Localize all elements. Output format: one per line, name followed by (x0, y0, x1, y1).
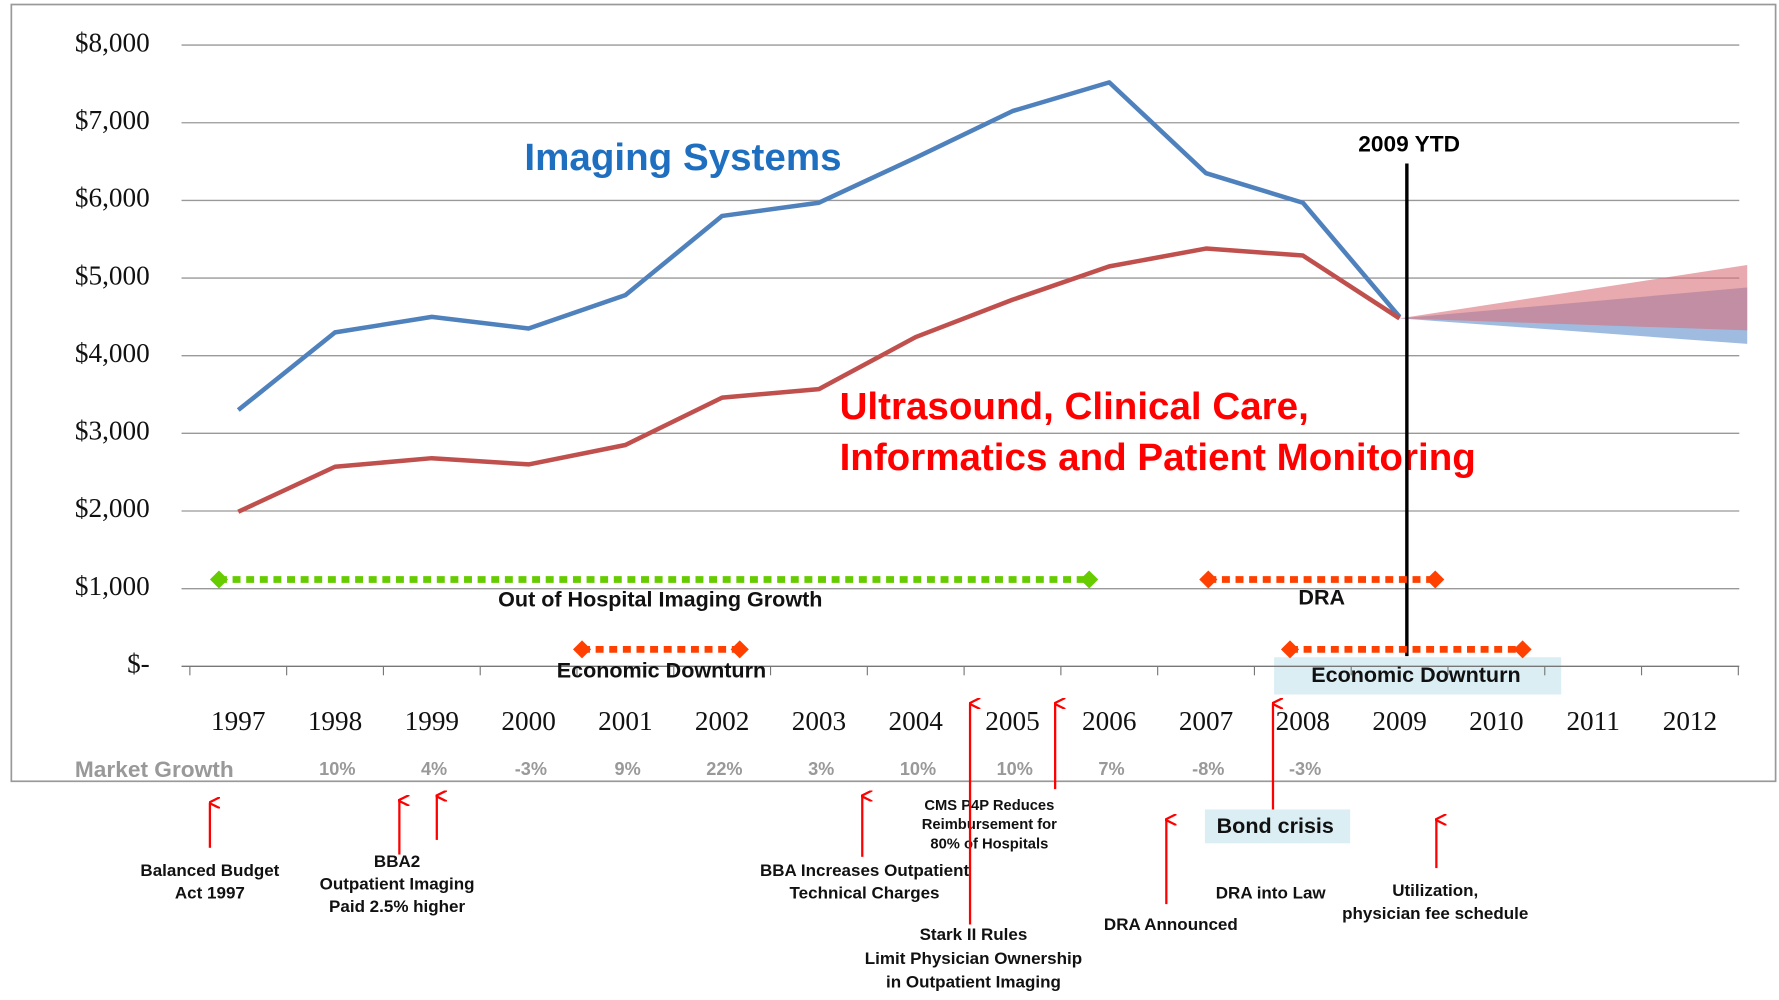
y-tick-label: $7,000 (75, 105, 150, 135)
x-tick-label: 2011 (1566, 706, 1619, 736)
y-tick-label: $5,000 (75, 260, 150, 290)
x-tick-label: 2007 (1179, 706, 1233, 736)
market-growth-value: -3% (1289, 759, 1321, 779)
x-tick-label: 2012 (1663, 706, 1717, 736)
annotation-text: in Outpatient Imaging (886, 973, 1061, 992)
y-tick-label: $6,000 (75, 183, 150, 213)
x-tick-label: 1997 (211, 706, 265, 736)
annotation-text: Technical Charges (790, 884, 940, 903)
forecast-fan-red (1399, 264, 1748, 331)
range-label: Economic Downturn (557, 659, 766, 683)
range-diamond (1426, 570, 1445, 589)
x-tick-label: 2000 (501, 706, 555, 736)
range-diamond (1280, 640, 1300, 659)
x-tick-label: 1998 (308, 706, 362, 736)
annotation-text: DRA Announced (1104, 915, 1238, 934)
range-label: DRA (1298, 585, 1345, 609)
annotation-text: Stark II Rules (920, 925, 1028, 944)
market-growth-value: 3% (808, 759, 834, 779)
x-tick-label: 2004 (888, 706, 943, 736)
series-line (236, 80, 1402, 412)
y-tick-label: $2,000 (75, 493, 150, 523)
range-diamond (1513, 640, 1532, 659)
x-tick-label: 2010 (1469, 706, 1523, 736)
series-line (237, 246, 1401, 514)
annotation-text: BBA2 (374, 852, 420, 871)
range-diamond (572, 640, 592, 659)
y-tick-label: $3,000 (75, 416, 150, 446)
x-tick-label: 2006 (1082, 706, 1136, 736)
market-growth-value: 10% (319, 759, 355, 779)
annotation-text: physician fee schedule (1342, 904, 1528, 923)
x-tick-label: 2009 (1372, 706, 1426, 736)
series-label: Imaging Systems (524, 136, 841, 179)
range-diamond (1080, 570, 1099, 589)
range-label: Economic Downturn (1311, 663, 1520, 687)
range-diamond (1199, 570, 1218, 589)
series-label: Ultrasound, Clinical Care, Informatics a… (840, 385, 1476, 479)
range-diamond (730, 640, 749, 659)
y-tick-label: $- (127, 649, 150, 679)
chart-border (10, 3, 1777, 783)
market-growth-value: 10% (997, 759, 1033, 779)
annotation-text: Paid 2.5% higher (329, 897, 465, 916)
annotation-text: CMS P4P Reduces (924, 798, 1054, 814)
annotation-text: Limit Physician Ownership (865, 949, 1082, 968)
market-growth-value: 9% (615, 759, 641, 779)
market-growth-value: -8% (1192, 759, 1224, 779)
x-tick-label: 1999 (405, 706, 459, 736)
x-tick-label: 2008 (1276, 706, 1330, 736)
market-growth-value: -3% (515, 759, 547, 779)
annotation-text: Bond crisis (1217, 814, 1334, 838)
x-tick-label: 2003 (792, 706, 846, 736)
annotation-text: BBA Increases Outpatient (760, 861, 970, 880)
market-growth-label: Market Growth (75, 757, 234, 782)
y-tick-label: $1,000 (75, 571, 150, 601)
downturn-box (1274, 657, 1562, 695)
range-diamond (209, 570, 229, 589)
range-label: Out of Hospital Imaging Growth (498, 588, 822, 612)
annotation-text: Act 1997 (175, 884, 245, 903)
annotation-text: Utilization, (1392, 881, 1478, 900)
annotation-text: Balanced Budget (140, 861, 279, 880)
x-tick-label: 2005 (985, 706, 1039, 736)
market-growth-value: 4% (421, 759, 447, 779)
annotation-text: 80% of Hospitals (930, 836, 1048, 852)
market-growth-value: 22% (706, 759, 742, 779)
ytd-label: 2009 YTD (1358, 131, 1460, 156)
y-tick-label: $4,000 (75, 338, 150, 368)
x-tick-label: 2002 (695, 706, 749, 736)
market-growth-value: 7% (1098, 759, 1124, 779)
y-tick-label: $8,000 (75, 27, 150, 57)
annotation-text: Reimbursement for (922, 817, 1057, 833)
x-tick-label: 2001 (598, 706, 652, 736)
annotation-text: Outpatient Imaging (320, 875, 475, 894)
bond-crisis-box (1204, 809, 1351, 844)
market-growth-value: 10% (900, 759, 936, 779)
annotation-text: DRA into Law (1216, 884, 1327, 903)
